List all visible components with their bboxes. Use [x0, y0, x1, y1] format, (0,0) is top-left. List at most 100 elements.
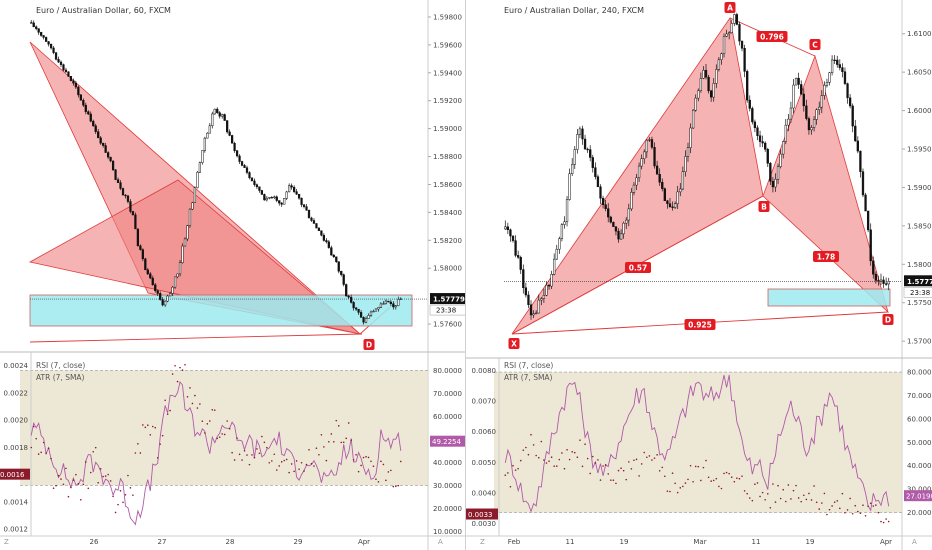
atr-dot	[846, 509, 849, 511]
ratio-0796-tag: 0.796	[760, 33, 784, 42]
candle-body	[514, 240, 517, 256]
atr-dot	[586, 457, 589, 460]
candle-body	[74, 82, 77, 88]
countdown-badge	[903, 287, 932, 298]
candle-body	[263, 194, 266, 201]
candle-body	[302, 204, 306, 207]
candle-body	[545, 284, 548, 296]
atr-dot	[802, 494, 805, 497]
atr-dot	[159, 443, 161, 445]
candle-body	[617, 230, 620, 240]
candle-body	[389, 301, 392, 304]
atr-dot	[517, 467, 519, 470]
candle-body	[166, 295, 169, 302]
candle-body	[702, 70, 705, 79]
candle-body	[111, 160, 115, 171]
candle-body	[35, 26, 38, 29]
price-tick-label: 1.58000	[433, 265, 462, 273]
atr-axis-label: 0.0012	[4, 526, 29, 534]
candle-body	[743, 48, 746, 72]
candle-body	[594, 167, 597, 177]
price-tick-label: 1.59200	[433, 97, 462, 105]
candle-body	[784, 124, 787, 142]
atr-dot	[805, 498, 808, 501]
atr-dot	[545, 462, 548, 464]
atr-dot	[372, 465, 375, 468]
axis-a-label: A	[912, 538, 917, 546]
candle-body	[573, 149, 576, 165]
candle-body	[335, 256, 338, 262]
atr-dot	[166, 413, 169, 415]
candle-body	[658, 174, 661, 183]
candle-body	[136, 228, 139, 247]
atr-dot	[633, 459, 635, 462]
candle-body	[283, 198, 286, 205]
candle-body	[258, 186, 261, 191]
atr-dot	[104, 475, 107, 477]
atr-dot	[360, 464, 362, 467]
rsi-label: RSI (7, close)	[36, 361, 86, 370]
candle-body	[851, 105, 854, 127]
candle-body	[218, 112, 221, 117]
candle-body	[193, 187, 197, 203]
candle-body	[37, 28, 40, 33]
candle-body	[529, 304, 533, 316]
candle-body	[109, 156, 112, 162]
candle-body	[753, 121, 757, 129]
candle-body	[64, 69, 68, 73]
atr-dot	[119, 490, 122, 492]
atr-dot	[877, 511, 880, 514]
last-price-label: 1.57779	[433, 296, 465, 304]
candle-body	[97, 131, 100, 139]
atr-dot	[718, 485, 720, 488]
candle-body	[622, 222, 625, 235]
atr-value-badge	[466, 508, 498, 520]
candle-body	[694, 97, 697, 111]
candle-body	[761, 141, 764, 144]
candle-body	[874, 273, 877, 281]
atr-dot	[784, 500, 787, 503]
pattern-tag-bg	[508, 338, 520, 349]
candle-body	[57, 59, 60, 63]
candle-body	[517, 255, 520, 258]
atr-dot	[772, 483, 774, 485]
atr-dot	[42, 441, 45, 444]
candle-body	[297, 193, 301, 199]
price-tick-label: 1.58800	[433, 153, 462, 161]
atr-dot	[702, 466, 705, 469]
pattern-tag-bg	[756, 31, 788, 42]
atr-dot	[357, 470, 360, 473]
candle-body	[699, 78, 703, 92]
atr-dot	[808, 492, 810, 495]
candle-body	[555, 248, 558, 260]
candle-body	[367, 315, 370, 319]
time-tick-label: 19	[620, 538, 629, 546]
candle-body	[312, 220, 316, 224]
candle-body	[379, 303, 383, 308]
atr-dot	[733, 480, 736, 483]
ratio-178-tag: 1.78	[817, 253, 836, 262]
candle-body	[322, 234, 325, 241]
atr-dot	[628, 461, 630, 463]
candle-body	[738, 24, 741, 42]
atr-dot	[553, 465, 555, 467]
candle-body	[307, 210, 311, 219]
atr-dot	[568, 458, 571, 461]
candle-body	[317, 227, 321, 231]
atr-dot	[537, 456, 540, 459]
atr-dot	[746, 492, 748, 495]
candle-body	[342, 274, 345, 285]
atr-dot	[849, 497, 851, 500]
atr-dot	[256, 448, 258, 450]
candle-body	[836, 59, 839, 65]
rsi-axis-label: 20.0000	[433, 505, 462, 513]
candle-body	[565, 199, 569, 222]
atr-dot	[818, 508, 821, 510]
point-a-tag: A	[727, 4, 733, 13]
atr-dot	[70, 486, 72, 489]
atr-dot	[399, 460, 402, 463]
candle-body	[144, 258, 147, 271]
candle-body	[666, 200, 669, 204]
atr-dot	[194, 394, 196, 397]
atr-dot	[107, 473, 109, 476]
